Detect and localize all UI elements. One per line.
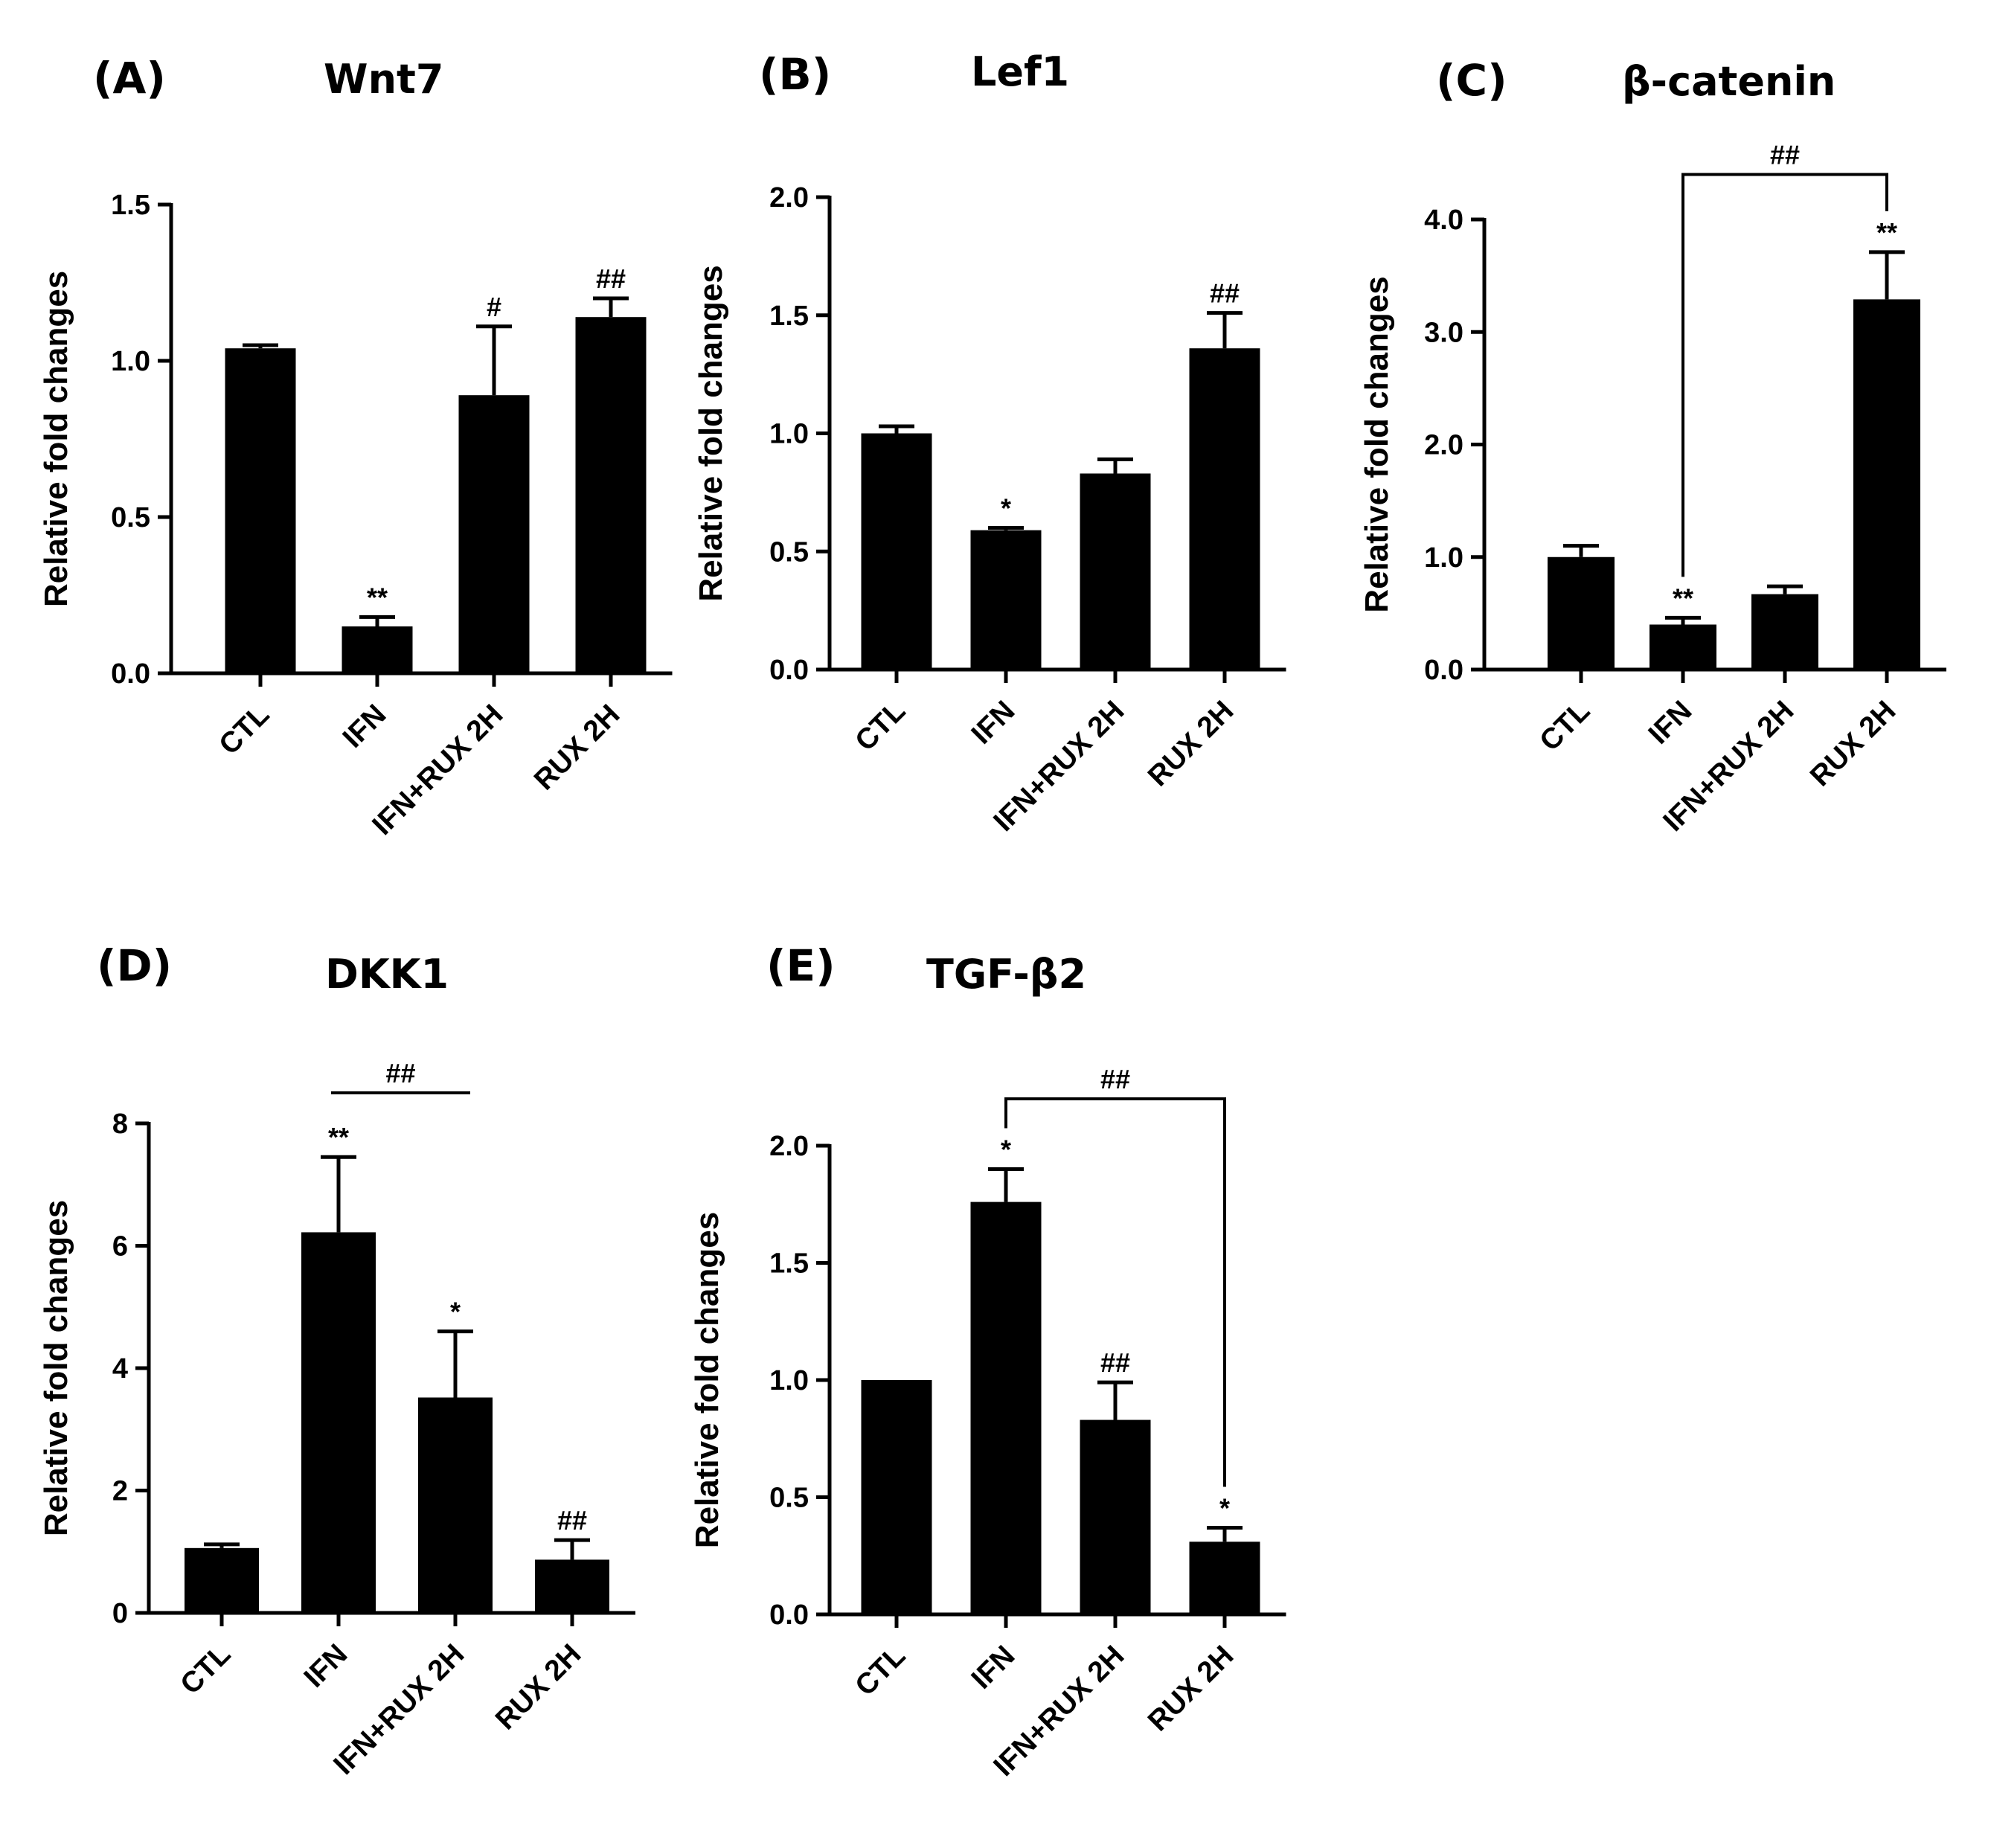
- chart-panel-0: (A) Wnt7 Relative fold changes 0.0 0.5 1.0 1.5…: [38, 53, 673, 841]
- y-tick-label: 2: [112, 1476, 128, 1507]
- y-tick-label: 3.0: [1424, 317, 1463, 348]
- significance-label-3: ##: [596, 263, 626, 294]
- y-tick-label: 8: [112, 1109, 128, 1140]
- chart-title: DKK1: [325, 951, 449, 998]
- significance-label-2: ##: [1100, 1347, 1130, 1378]
- bar-1: [1649, 624, 1716, 670]
- category-label-3: RUX 2H: [528, 699, 626, 797]
- chart-panel-3: (D) DKK1 Relative fold changes 0 2 4 6 8 CTL IFN *…: [38, 940, 635, 1781]
- chart-title: β-catenin: [1622, 58, 1835, 105]
- y-tick-label: 6: [112, 1231, 128, 1263]
- y-tick-label: 0.0: [1424, 655, 1463, 686]
- bar-2: [1080, 473, 1151, 670]
- category-label-3: RUX 2H: [490, 1638, 588, 1736]
- y-tick-label: 4.0: [1424, 205, 1463, 236]
- y-axis-label: Relative fold changes: [38, 271, 74, 607]
- chart-title: Wnt7: [324, 56, 443, 103]
- chart-title: Lef1: [971, 48, 1069, 95]
- category-label-1: IFN: [298, 1638, 354, 1694]
- y-axis-label: Relative fold changes: [689, 1212, 725, 1548]
- chart-panel-1: (B) Lef1 Relative fold changes 0.0 0.5 1.0 1.5…: [693, 48, 1286, 838]
- category-label-3: RUX 2H: [1804, 695, 1902, 793]
- panel-letter: (D): [97, 940, 172, 991]
- comparison-label-0: ##: [385, 1058, 415, 1088]
- panel-letter: (C): [1436, 55, 1507, 106]
- y-tick-label: 2.0: [1424, 430, 1463, 461]
- y-tick-label: 0.0: [769, 1600, 809, 1631]
- bar-3: [1853, 299, 1920, 670]
- y-tick-label: 0.5: [111, 502, 150, 533]
- significance-label-1: *: [1001, 1135, 1011, 1165]
- y-axis-label: Relative fold changes: [1359, 276, 1395, 612]
- significance-label-1: **: [1673, 583, 1693, 613]
- comparison-label-0: ##: [1100, 1064, 1130, 1094]
- comparison-bracket-0: [1681, 173, 1888, 577]
- category-label-1: IFN: [1643, 695, 1699, 751]
- bar-1: [970, 530, 1042, 670]
- y-tick-label: 1.0: [1424, 542, 1463, 574]
- significance-label-3: *: [1219, 1492, 1230, 1523]
- category-label-1: IFN: [337, 699, 393, 754]
- chart-panel-4: (E) TGF-β2 Relative fold changes 0.0 0.5 1.0 1…: [689, 940, 1286, 1783]
- category-label-0: CTL: [849, 695, 911, 757]
- panel-letter: (E): [766, 940, 836, 991]
- category-label-0: CTL: [174, 1638, 237, 1701]
- significance-label-1: *: [1001, 493, 1011, 524]
- y-tick-label: 1.5: [769, 301, 809, 332]
- bar-0: [1548, 556, 1615, 670]
- bar-0: [861, 1380, 932, 1614]
- bar-2: [458, 395, 530, 673]
- y-tick-label: 1.0: [769, 1365, 809, 1396]
- bar-3: [535, 1559, 609, 1613]
- category-label-3: RUX 2H: [1142, 695, 1240, 793]
- significance-label-2: *: [450, 1297, 461, 1327]
- y-axis-label: Relative fold changes: [38, 1200, 74, 1536]
- category-label-3: RUX 2H: [1142, 1640, 1240, 1738]
- y-tick-label: 1.0: [111, 346, 150, 377]
- bar-0: [861, 433, 932, 670]
- category-label-0: CTL: [213, 699, 275, 761]
- panel-letter: (A): [93, 53, 166, 103]
- y-axis-label: Relative fold changes: [693, 265, 729, 601]
- significance-label-1: **: [328, 1122, 349, 1152]
- category-label-0: CTL: [1533, 695, 1596, 757]
- bar-2: [1080, 1419, 1151, 1614]
- y-tick-label: 0: [112, 1598, 128, 1629]
- chart-panel-2: (C) β-catenin Relative fold changes 0.0 1.0 2…: [1359, 55, 1946, 838]
- significance-label-3: ##: [557, 1505, 587, 1536]
- bar-1: [970, 1201, 1042, 1614]
- y-tick-label: 0.0: [769, 655, 809, 686]
- significance-label-2: #: [487, 292, 501, 322]
- y-tick-label: 2.0: [769, 1131, 809, 1162]
- y-tick-label: 1.5: [769, 1248, 809, 1280]
- category-label-1: IFN: [966, 695, 1022, 751]
- bar-3: [1189, 348, 1260, 670]
- bar-1: [342, 626, 413, 673]
- bar-3: [575, 317, 647, 673]
- bar-0: [185, 1547, 259, 1613]
- bar-3: [1189, 1541, 1260, 1614]
- significance-label-3: **: [1876, 217, 1897, 248]
- y-tick-label: 1.0: [769, 419, 809, 450]
- y-tick-label: 4: [112, 1353, 128, 1385]
- category-label-1: IFN: [966, 1640, 1022, 1695]
- bar-2: [418, 1397, 493, 1613]
- significance-label-1: **: [367, 582, 388, 612]
- y-tick-label: 1.5: [111, 190, 150, 221]
- comparison-bracket-0: [1004, 1097, 1226, 1487]
- y-tick-label: 0.0: [111, 658, 150, 690]
- y-tick-label: 2.0: [769, 182, 809, 214]
- category-label-0: CTL: [849, 1640, 911, 1702]
- bar-0: [225, 348, 296, 673]
- chart-title: TGF-β2: [926, 951, 1086, 998]
- y-tick-label: 0.5: [769, 536, 809, 568]
- significance-label-3: ##: [1210, 278, 1240, 309]
- panel-letter: (B): [759, 49, 831, 100]
- bar-1: [301, 1232, 376, 1613]
- y-tick-label: 0.5: [769, 1483, 809, 1514]
- bar-2: [1751, 594, 1818, 670]
- comparison-label-0: ##: [1770, 140, 1800, 170]
